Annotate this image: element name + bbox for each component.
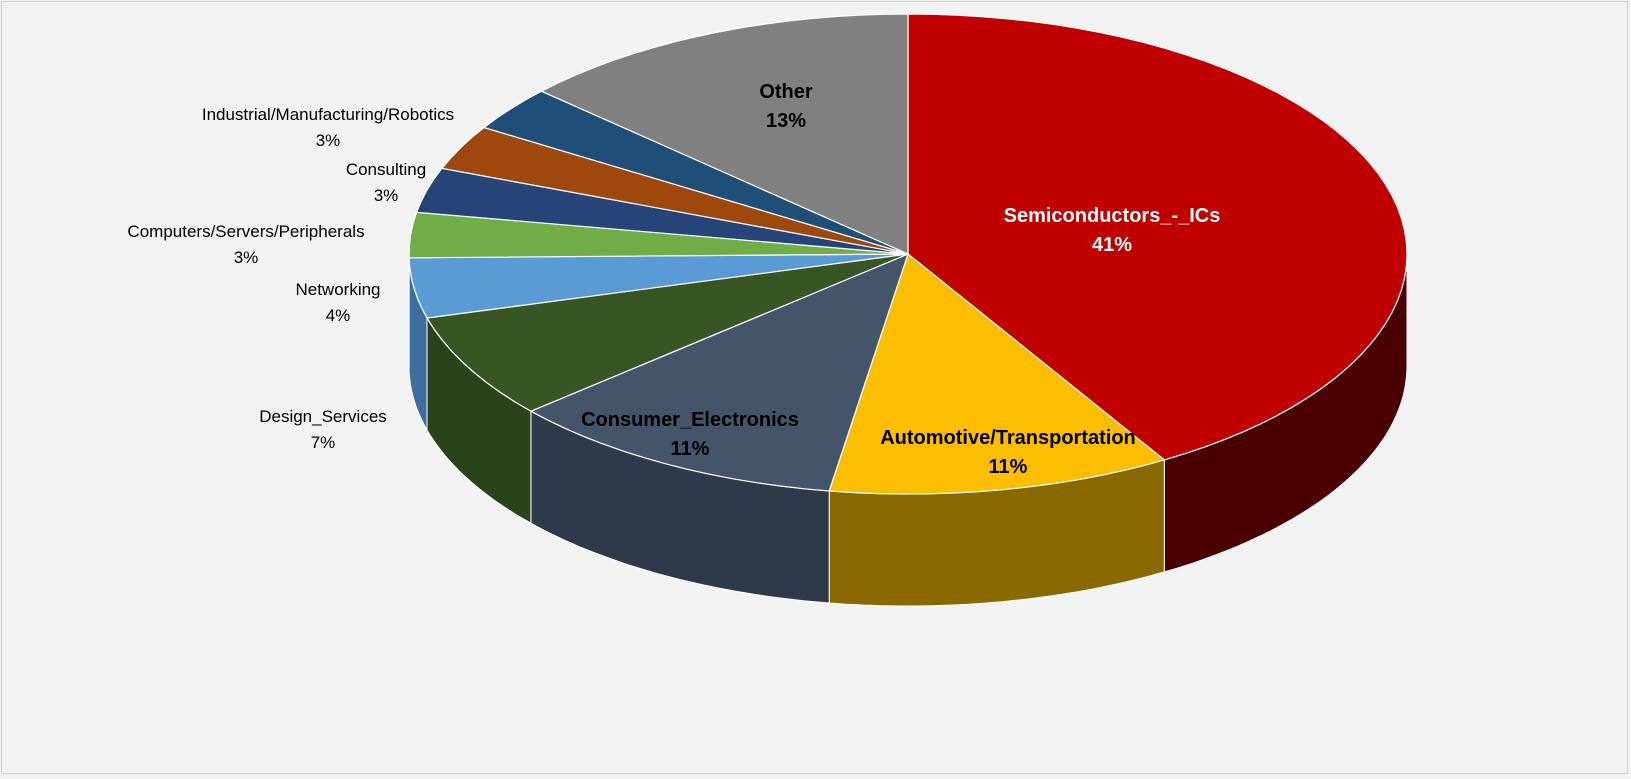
data-label-networking: Networking 4% xyxy=(295,280,380,325)
data-label-percent: 13% xyxy=(766,110,806,132)
data-label-percent: 11% xyxy=(989,456,1028,478)
data-label-category: Automotive/Transportation xyxy=(880,427,1136,449)
data-label-category: Consumer_Electronics xyxy=(581,409,799,431)
data-label-category: Design_Services xyxy=(259,407,387,426)
data-label-percent: 7% xyxy=(311,433,336,452)
data-label-percent: 3% xyxy=(374,186,399,205)
data-label-percent: 11% xyxy=(671,438,710,460)
data-label-category: Semiconductors_-_ICs xyxy=(1004,205,1221,227)
data-label-percent: 3% xyxy=(316,131,341,150)
data-label-percent: 3% xyxy=(234,248,259,267)
data-label-category: Other xyxy=(759,81,813,103)
data-label-design-services: Design_Services 7% xyxy=(259,407,387,452)
data-label-category: Industrial/Manufacturing/Robotics xyxy=(202,105,454,124)
data-label-category: Networking xyxy=(295,280,380,299)
data-label-category: Consulting xyxy=(346,160,426,179)
data-label-percent: 4% xyxy=(326,306,351,325)
data-label-percent: 41% xyxy=(1092,234,1132,256)
data-label-consulting: Consulting 3% xyxy=(346,160,426,205)
data-label-computers-servers-peripherals: Computers/Servers/Peripherals 3% xyxy=(127,222,364,267)
data-label-industrial-manufacturing-robotics: Industrial/Manufacturing/Robotics 3% xyxy=(202,105,454,150)
data-label-category: Computers/Servers/Peripherals xyxy=(127,222,364,241)
pie-slices xyxy=(409,14,1407,494)
